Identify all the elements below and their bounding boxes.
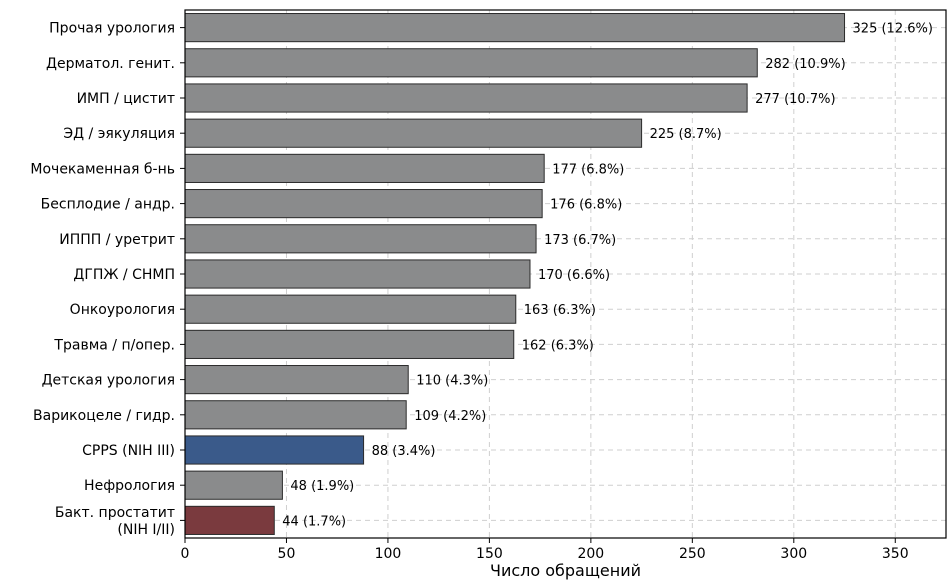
data-label: 225 (8.7%) <box>650 127 722 142</box>
bar <box>184 470 283 500</box>
x-tick-labels: 0 50 100 150 200 250 300 350 <box>181 538 909 562</box>
category-label: Бесплодие / андр. <box>41 197 175 213</box>
category-label: Варикоцеле / гидр. <box>33 408 175 424</box>
x-axis-title: Число обращений <box>490 561 641 580</box>
x-tick-label: 250 <box>679 546 706 562</box>
data-label: 88 (3.4%) <box>372 444 436 459</box>
category-label: (NIH I/II) <box>117 522 175 538</box>
x-tick-label: 150 <box>476 546 503 562</box>
category-label: ДГПЖ / СНМП <box>73 267 175 283</box>
category-label: Онкоурология <box>70 302 175 318</box>
category-label: ИМП / цистит <box>77 91 175 107</box>
data-label: 162 (6.3%) <box>522 338 594 353</box>
bar <box>184 83 748 113</box>
bar <box>184 13 846 43</box>
bars <box>184 13 846 535</box>
data-label: 177 (6.8%) <box>552 162 624 177</box>
data-label: 282 (10.9%) <box>765 57 845 72</box>
x-tick-label: 350 <box>882 546 909 562</box>
data-label: 109 (4.2%) <box>414 409 486 424</box>
data-label: 44 (1.7%) <box>282 514 346 529</box>
bar <box>184 224 537 254</box>
bar <box>184 365 409 395</box>
x-tick-label: 200 <box>577 546 604 562</box>
x-tick-label: 0 <box>181 546 190 562</box>
bar <box>184 400 407 430</box>
bar <box>184 153 545 183</box>
category-label: Нефрология <box>84 478 175 494</box>
bar <box>184 48 758 78</box>
data-label: 163 (6.3%) <box>524 303 596 318</box>
category-label: Бакт. простатит <box>55 505 175 521</box>
data-label: 325 (12.6%) <box>853 22 933 37</box>
x-tick-label: 50 <box>278 546 296 562</box>
category-label: Дерматол. генит. <box>46 56 175 72</box>
data-labels: 325 (12.6%) 282 (10.9%) 277 (10.7%) 225 (8.… <box>282 22 933 530</box>
bar <box>184 259 531 289</box>
category-label: ИППП / уретрит <box>59 232 175 248</box>
bar <box>184 118 643 148</box>
bar <box>184 435 365 465</box>
data-label: 173 (6.7%) <box>544 233 616 248</box>
data-label: 110 (4.3%) <box>416 374 488 389</box>
x-tick-label: 100 <box>375 546 402 562</box>
category-label: Детская урология <box>42 373 175 389</box>
category-label: Мочекаменная б-нь <box>30 161 175 177</box>
bar <box>184 189 543 219</box>
category-labels: Прочая урология Дерматол. генит. ИМП / цис… <box>30 21 185 538</box>
data-label: 170 (6.6%) <box>538 268 610 283</box>
data-label: 48 (1.9%) <box>290 479 354 494</box>
plot-frame <box>184 9 947 539</box>
category-label: Травма / п/опер. <box>53 337 175 353</box>
data-label: 277 (10.7%) <box>755 92 835 107</box>
category-label: CPPS (NIH III) <box>82 443 175 459</box>
bar <box>184 329 515 359</box>
x-tick-label: 300 <box>780 546 807 562</box>
data-label: 176 (6.8%) <box>550 198 622 213</box>
bar <box>184 505 275 535</box>
category-label: ЭД / эякуляция <box>63 126 175 142</box>
bar <box>184 294 517 324</box>
category-label: Прочая урология <box>49 21 175 37</box>
